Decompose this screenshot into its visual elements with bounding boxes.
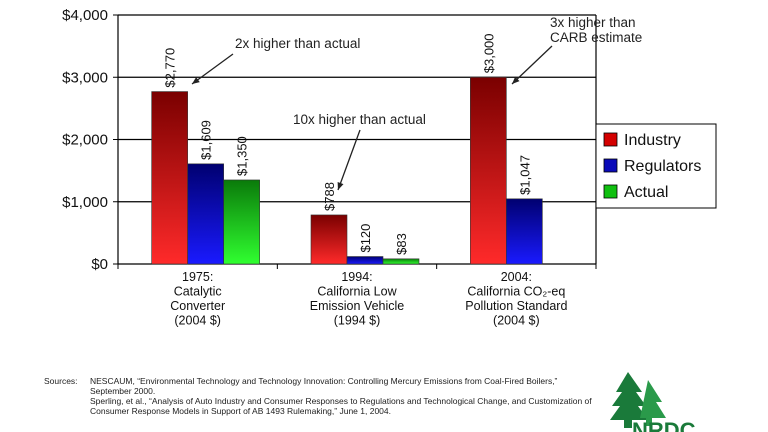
bar-actual-0 [223, 179, 260, 265]
arrow-head [192, 77, 200, 84]
bar-regulators-2 [506, 198, 543, 265]
sources-heading: Sources: [44, 376, 78, 386]
annotations: 2x higher than actual 10x higher than act… [191, 15, 642, 191]
bar-regulators-0 [187, 163, 224, 265]
y-tick-label: $4,000 [62, 7, 108, 24]
x-tick-label: 1994: California Low Emission Vehicle (1994… [310, 270, 405, 328]
legend-label: Industry [624, 132, 681, 149]
arrow-head [337, 182, 344, 190]
data-label: $1,350 [235, 136, 250, 176]
legend-swatch [603, 158, 618, 173]
bar-industry-2 [470, 76, 507, 265]
source-entry: Sperling, et al., “Analysis of Auto Indu… [90, 396, 592, 416]
bar-industry-0 [151, 91, 188, 265]
legend-swatch [603, 184, 618, 199]
y-tick-label: $3,000 [62, 69, 108, 86]
bar-industry-1 [310, 214, 348, 265]
data-label: $120 [358, 224, 373, 253]
source-entry: NESCAUM, “Environmental Technology and T… [90, 376, 558, 396]
data-labels: $2,770 $788 $3,000 $1,609 $120 $1,047 $1,350 $8… [163, 33, 533, 254]
data-label: $1,609 [199, 120, 214, 160]
data-label: $788 [322, 182, 337, 211]
annotation-arrow [337, 129, 361, 191]
bars [151, 76, 543, 265]
x-tick-label: 2004: California CO₂-eq Pollution Standard… [465, 270, 567, 328]
y-tick-label: $0 [91, 256, 108, 273]
bar-actual-1 [382, 258, 420, 265]
axes: $0 $1,000 $2,000 $3,000 $4,000 1975: Catalytic… [62, 7, 597, 328]
nrdc-logo: NRDC [610, 372, 696, 432]
annotation-text: 10x higher than actual [293, 112, 426, 127]
legend-swatch [603, 132, 618, 147]
logo-text: NRDC [632, 418, 696, 432]
annotation-arrow [511, 45, 553, 85]
legend: Industry Regulators Actual [595, 123, 717, 209]
bar-chart: $0 $1,000 $2,000 $3,000 $4,000 1975: Catalytic… [62, 7, 717, 328]
legend-label: Regulators [624, 158, 701, 175]
annotation-arrow [191, 53, 234, 85]
y-tick-label: $2,000 [62, 132, 108, 149]
arrow-head [512, 76, 520, 84]
annotation-text: 3x higher than CARB estimate [550, 15, 642, 45]
data-label: $2,770 [163, 48, 178, 88]
sources-body: NESCAUM, “Environmental Technology and T… [90, 376, 595, 416]
data-label: $83 [394, 233, 409, 255]
y-tick-label: $1,000 [62, 194, 108, 211]
bar-regulators-1 [346, 256, 384, 265]
data-label: $3,000 [481, 33, 496, 73]
annotation-text: 2x higher than actual [235, 36, 360, 51]
data-label: $1,047 [517, 155, 532, 195]
legend-label: Actual [624, 184, 668, 201]
x-tick-label: 1975: Catalytic Converter (2004 $) [170, 270, 225, 328]
sources-note: Sources: NESCAUM, “Environmental Technol… [44, 376, 604, 416]
tree-logo-icon [610, 372, 666, 428]
